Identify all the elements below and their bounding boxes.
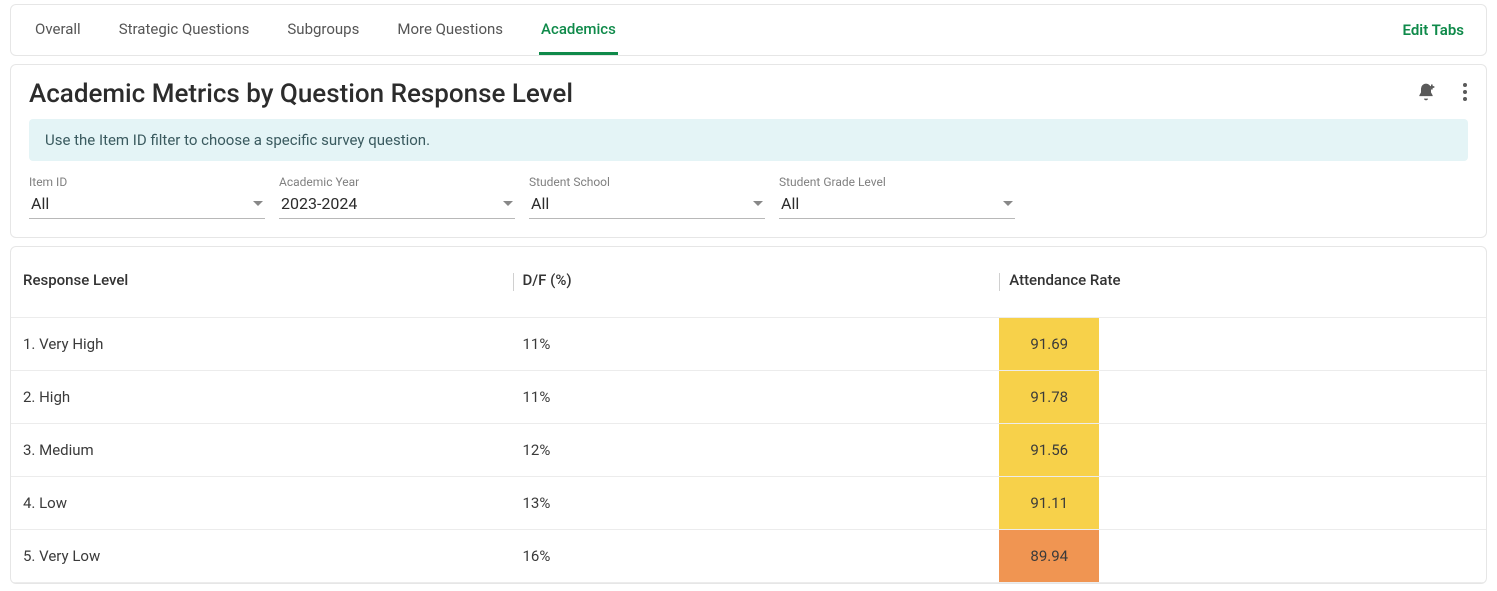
filter-value: All	[531, 194, 549, 213]
attendance-value-box: 91.78	[999, 371, 1099, 423]
column-header[interactable]: Attendance Rate	[999, 247, 1486, 318]
cell-attendance-rate: 91.78	[999, 371, 1486, 424]
filter-value: All	[781, 194, 799, 213]
cell-response-level: 3. Medium	[11, 424, 513, 477]
cell-attendance-rate: 91.69	[999, 318, 1486, 371]
cell-response-level: 1. Very High	[11, 318, 513, 371]
chevron-down-icon	[253, 201, 263, 206]
filter-item-id: Item ID All	[29, 175, 265, 219]
bell-plus-icon[interactable]	[1416, 82, 1436, 106]
panel-actions	[1416, 82, 1468, 106]
table-row: 2. High11%91.78	[11, 371, 1486, 424]
cell-response-level: 5. Very Low	[11, 530, 513, 583]
tab-strategic-questions[interactable]: Strategic Questions	[117, 5, 252, 55]
filters-row: Item ID All Academic Year 2023-2024 Student …	[29, 175, 1468, 219]
table-row: 1. Very High11%91.69	[11, 318, 1486, 371]
filter-select[interactable]: 2023-2024	[279, 191, 515, 219]
attendance-value-box: 91.11	[999, 477, 1099, 529]
cell-response-level: 2. High	[11, 371, 513, 424]
metrics-table: Response LevelD/F (%)Attendance Rate 1. …	[11, 247, 1486, 583]
attendance-value-box: 89.94	[999, 530, 1099, 582]
edit-tabs-link[interactable]: Edit Tabs	[1403, 21, 1464, 39]
chevron-down-icon	[1003, 201, 1013, 206]
cell-response-level: 4. Low	[11, 477, 513, 530]
attendance-value-box: 91.69	[999, 318, 1099, 370]
filter-label: Student School	[529, 175, 765, 189]
cell-attendance-rate: 89.94	[999, 530, 1486, 583]
cell-df-percent: 13%	[513, 477, 1000, 530]
table-header-row: Response LevelD/F (%)Attendance Rate	[11, 247, 1486, 318]
cell-df-percent: 12%	[513, 424, 1000, 477]
data-table-container: Response LevelD/F (%)Attendance Rate 1. …	[10, 246, 1487, 584]
filter-student-grade-level: Student Grade Level All	[779, 175, 1015, 219]
info-banner: Use the Item ID filter to choose a speci…	[29, 119, 1468, 161]
filter-value: All	[31, 194, 49, 213]
tab-overall[interactable]: Overall	[33, 5, 83, 55]
chevron-down-icon	[503, 201, 513, 206]
filter-select[interactable]: All	[779, 191, 1015, 219]
tab-more-questions[interactable]: More Questions	[395, 5, 505, 55]
panel-header: Academic Metrics by Question Response Le…	[29, 79, 1468, 109]
column-header[interactable]: Response Level	[11, 247, 513, 318]
kebab-menu-icon[interactable]	[1462, 82, 1468, 106]
chevron-down-icon	[753, 201, 763, 206]
column-header[interactable]: D/F (%)	[513, 247, 1000, 318]
filter-select[interactable]: All	[29, 191, 265, 219]
filter-label: Student Grade Level	[779, 175, 1015, 189]
cell-df-percent: 11%	[513, 371, 1000, 424]
tabs-bar: Overall Strategic Questions Subgroups More …	[10, 4, 1487, 56]
cell-df-percent: 16%	[513, 530, 1000, 583]
panel-title: Academic Metrics by Question Response Le…	[29, 79, 573, 109]
tab-academics[interactable]: Academics	[539, 5, 618, 55]
cell-attendance-rate: 91.56	[999, 424, 1486, 477]
table-row: 5. Very Low16%89.94	[11, 530, 1486, 583]
filter-value: 2023-2024	[281, 194, 357, 213]
table-row: 4. Low13%91.11	[11, 477, 1486, 530]
cell-df-percent: 11%	[513, 318, 1000, 371]
filter-label: Item ID	[29, 175, 265, 189]
tabs-list: Overall Strategic Questions Subgroups More …	[33, 5, 618, 55]
filter-label: Academic Year	[279, 175, 515, 189]
tab-subgroups[interactable]: Subgroups	[285, 5, 361, 55]
table-row: 3. Medium12%91.56	[11, 424, 1486, 477]
metrics-panel: Academic Metrics by Question Response Le…	[10, 64, 1487, 238]
table-body: 1. Very High11%91.692. High11%91.783. Me…	[11, 318, 1486, 583]
filter-select[interactable]: All	[529, 191, 765, 219]
filter-student-school: Student School All	[529, 175, 765, 219]
cell-attendance-rate: 91.11	[999, 477, 1486, 530]
filter-academic-year: Academic Year 2023-2024	[279, 175, 515, 219]
attendance-value-box: 91.56	[999, 424, 1099, 476]
